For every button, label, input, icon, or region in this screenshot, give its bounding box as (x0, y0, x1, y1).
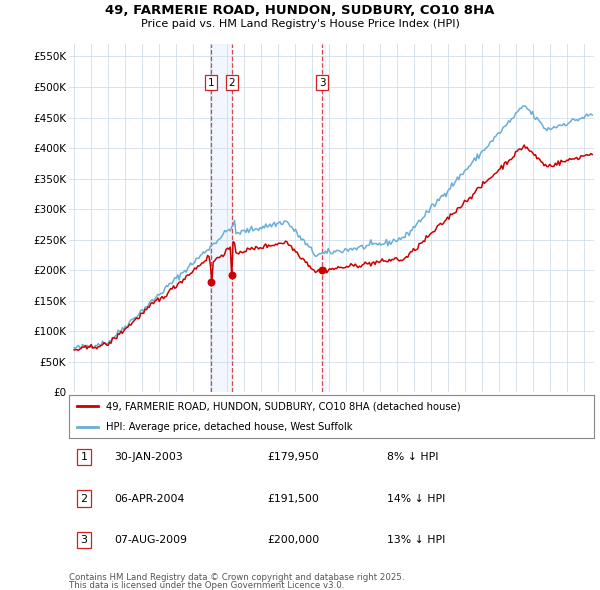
Text: £191,500: £191,500 (267, 494, 319, 503)
Text: HPI: Average price, detached house, West Suffolk: HPI: Average price, detached house, West… (106, 422, 352, 432)
Text: 1: 1 (208, 77, 215, 87)
Text: £200,000: £200,000 (267, 535, 319, 545)
Text: 13% ↓ HPI: 13% ↓ HPI (387, 535, 445, 545)
Text: 2: 2 (228, 77, 235, 87)
Text: 49, FARMERIE ROAD, HUNDON, SUDBURY, CO10 8HA: 49, FARMERIE ROAD, HUNDON, SUDBURY, CO10… (106, 4, 494, 17)
Point (317, 266, 327, 275)
Text: 07-AUG-2009: 07-AUG-2009 (114, 535, 187, 545)
Text: 14% ↓ HPI: 14% ↓ HPI (387, 494, 445, 503)
Text: 1: 1 (80, 453, 88, 462)
Text: £179,950: £179,950 (267, 453, 319, 462)
Text: 30-JAN-2003: 30-JAN-2003 (114, 453, 183, 462)
Point (206, 278, 216, 287)
Text: Price paid vs. HM Land Registry's House Price Index (HPI): Price paid vs. HM Land Registry's House … (140, 19, 460, 30)
Text: 8% ↓ HPI: 8% ↓ HPI (387, 453, 439, 462)
Text: This data is licensed under the Open Government Licence v3.0.: This data is licensed under the Open Gov… (69, 581, 344, 590)
Text: 49, FARMERIE ROAD, HUNDON, SUDBURY, CO10 8HA (detached house): 49, FARMERIE ROAD, HUNDON, SUDBURY, CO10… (106, 401, 460, 411)
Bar (322, 44, 325, 392)
Text: Contains HM Land Registry data © Crown copyright and database right 2025.: Contains HM Land Registry data © Crown c… (69, 572, 404, 582)
Text: 2: 2 (80, 494, 88, 503)
Text: 3: 3 (80, 535, 88, 545)
Point (227, 271, 236, 280)
Text: 06-APR-2004: 06-APR-2004 (114, 494, 184, 503)
Text: 3: 3 (319, 77, 325, 87)
Bar (211, 44, 232, 392)
